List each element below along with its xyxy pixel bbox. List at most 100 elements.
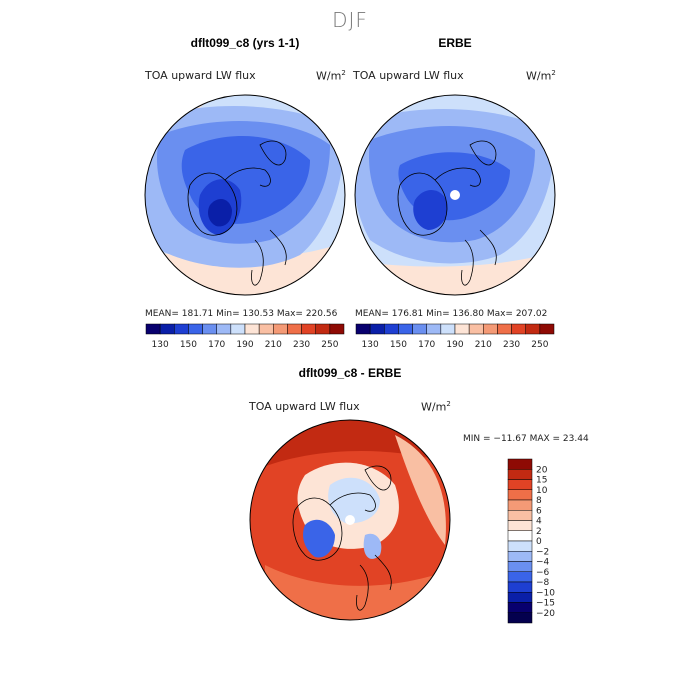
colorbar-right-swatch [412, 323, 427, 335]
colorbar-right-swatch [497, 323, 512, 335]
colorbar-left-tick-label: 190 [236, 340, 253, 350]
colorbar-right-swatch [369, 323, 385, 335]
colorbar-diff-swatch [507, 469, 533, 480]
colorbar-diff-swatch [507, 581, 533, 593]
colorbar-diff-swatch [507, 520, 533, 531]
colorbar-right-swatch [483, 323, 498, 335]
colorbar-right-swatch [384, 323, 399, 335]
colorbar-left-swatch [188, 323, 203, 335]
colorbar-left-tick-label: 130 [152, 340, 169, 350]
colorbar-right-swatch [511, 323, 526, 335]
diff-neg-2 [303, 519, 335, 558]
colorbar-diff-tick-label: 20 [536, 465, 548, 475]
colorbar-right-tick-label: 130 [362, 340, 379, 350]
colorbar-left-swatch [315, 323, 331, 335]
colorbar-left-swatch [329, 323, 345, 335]
colorbar-left-swatch [216, 323, 232, 335]
colorbar-diff-tick-label: −20 [536, 609, 555, 619]
diff-coastlines [292, 465, 392, 611]
colorbar-left-swatch [301, 323, 316, 335]
colorbar-diff-tick-label: −2 [536, 547, 549, 557]
panel2-variable: TOA upward LW flux [353, 69, 464, 82]
colorbar-diff-swatch [507, 612, 533, 624]
colorbar-diff-tick-label: −8 [536, 578, 550, 588]
colorbar-right-tick-label: 150 [390, 340, 407, 350]
colorbar-left-swatch [145, 323, 161, 335]
colorbar-diff-swatch [507, 458, 533, 470]
panel1-map [144, 94, 346, 296]
colorbar-diff-swatch [507, 551, 533, 562]
colorbar-right-swatch [525, 323, 541, 335]
diff-units: W/m2 [421, 400, 451, 414]
colorbar-right-tick-label: 250 [531, 340, 548, 350]
panel1-title: dflt099_c8 (yrs 1-1) [190, 36, 300, 50]
panel2-map [354, 94, 556, 296]
colorbar-diff-tick-label: −4 [536, 558, 550, 568]
diff-map-border [249, 419, 451, 621]
colorbar-left-swatch [287, 323, 302, 335]
colorbar-diff-tick-label: 0 [536, 537, 542, 547]
colorbar-left-swatch [273, 323, 288, 335]
diff-neg-1 [328, 477, 380, 524]
colorbar-right-swatch [468, 323, 484, 335]
panel2-pole-hole [450, 190, 460, 200]
diff-neg-3 [363, 533, 382, 559]
colorbar-diff-swatch [507, 530, 533, 542]
colorbar-diff-tick-label: 8 [536, 496, 542, 506]
panel2-map-border [354, 94, 556, 296]
colorbar-right-tick-label: 170 [418, 340, 435, 350]
colorbar-left-swatch [258, 323, 274, 335]
diff-light-east [395, 435, 446, 545]
colorbar-left-swatch [230, 323, 246, 335]
panel1-coastlines [187, 140, 287, 286]
colorbar-diff-swatch [507, 499, 533, 511]
colorbar-diff-tick-label: 2 [536, 527, 542, 537]
diff-map [249, 419, 451, 621]
colorbar-right-swatch [440, 323, 456, 335]
colorbar-right-tick-label: 230 [503, 340, 520, 350]
colorbar-right-swatch [355, 323, 371, 335]
colorbar-left-swatch [202, 323, 217, 335]
colorbar-right-swatch [454, 323, 470, 335]
panel2-units: W/m2 [526, 69, 556, 83]
colorbar-diff-swatch [507, 561, 533, 572]
colorbar-diff-tick-label: 15 [536, 476, 547, 486]
colorbar-left-tick-label: 250 [321, 340, 338, 350]
colorbar-diff-swatch [507, 571, 533, 583]
colorbar-right: 130150170190210230250270 [355, 323, 560, 350]
colorbar-diff-swatch [507, 479, 533, 490]
colorbar-diff-swatch [507, 540, 533, 552]
colorbar-diff-tick-label: 6 [536, 506, 542, 516]
colorbar-diff-swatch [507, 489, 533, 501]
colorbar-right-swatch [398, 323, 413, 335]
colorbar-left-tick-label: 170 [208, 340, 225, 350]
panel1-map-border [144, 94, 346, 296]
panel1-units: W/m2 [316, 69, 346, 83]
colorbar-left: 130150170190210230250270 [145, 323, 350, 350]
figure-title: DJF [332, 8, 368, 32]
colorbar-right-swatch [539, 323, 555, 335]
colorbar-left-tick-label: 150 [180, 340, 197, 350]
colorbar-left-swatch [244, 323, 260, 335]
colorbar-diff-swatch [507, 602, 533, 613]
colorbar-diff-tick-label: −15 [536, 599, 555, 609]
diff-minmax: MIN = −11.67 MAX = 23.44 [463, 434, 589, 444]
colorbar-diff-tick-label: −6 [536, 568, 550, 578]
colorbar-left-swatch [159, 323, 175, 335]
colorbar-left-swatch [174, 323, 189, 335]
colorbar-diff-swatch [507, 592, 533, 603]
colorbar-diff-tick-label: −10 [536, 588, 555, 598]
panel2-stats: MEAN= 176.81 Min= 136.80 Max= 207.02 [355, 309, 548, 319]
colorbar-right-swatch [426, 323, 442, 335]
diff-title: dflt099_c8 - ERBE [298, 366, 402, 380]
colorbar-left-tick-label: 230 [293, 340, 310, 350]
colorbar-diff-swatch [507, 510, 533, 521]
diff-pole-hole [345, 515, 355, 525]
panel1-variable: TOA upward LW flux [145, 69, 256, 82]
colorbar-diff-tick-label: 4 [536, 517, 542, 527]
colorbar-diff-tick-label: 10 [536, 486, 548, 496]
diff-variable: TOA upward LW flux [249, 400, 360, 413]
panel2-title: ERBE [438, 36, 472, 50]
colorbar-right-tick-label: 190 [446, 340, 463, 350]
